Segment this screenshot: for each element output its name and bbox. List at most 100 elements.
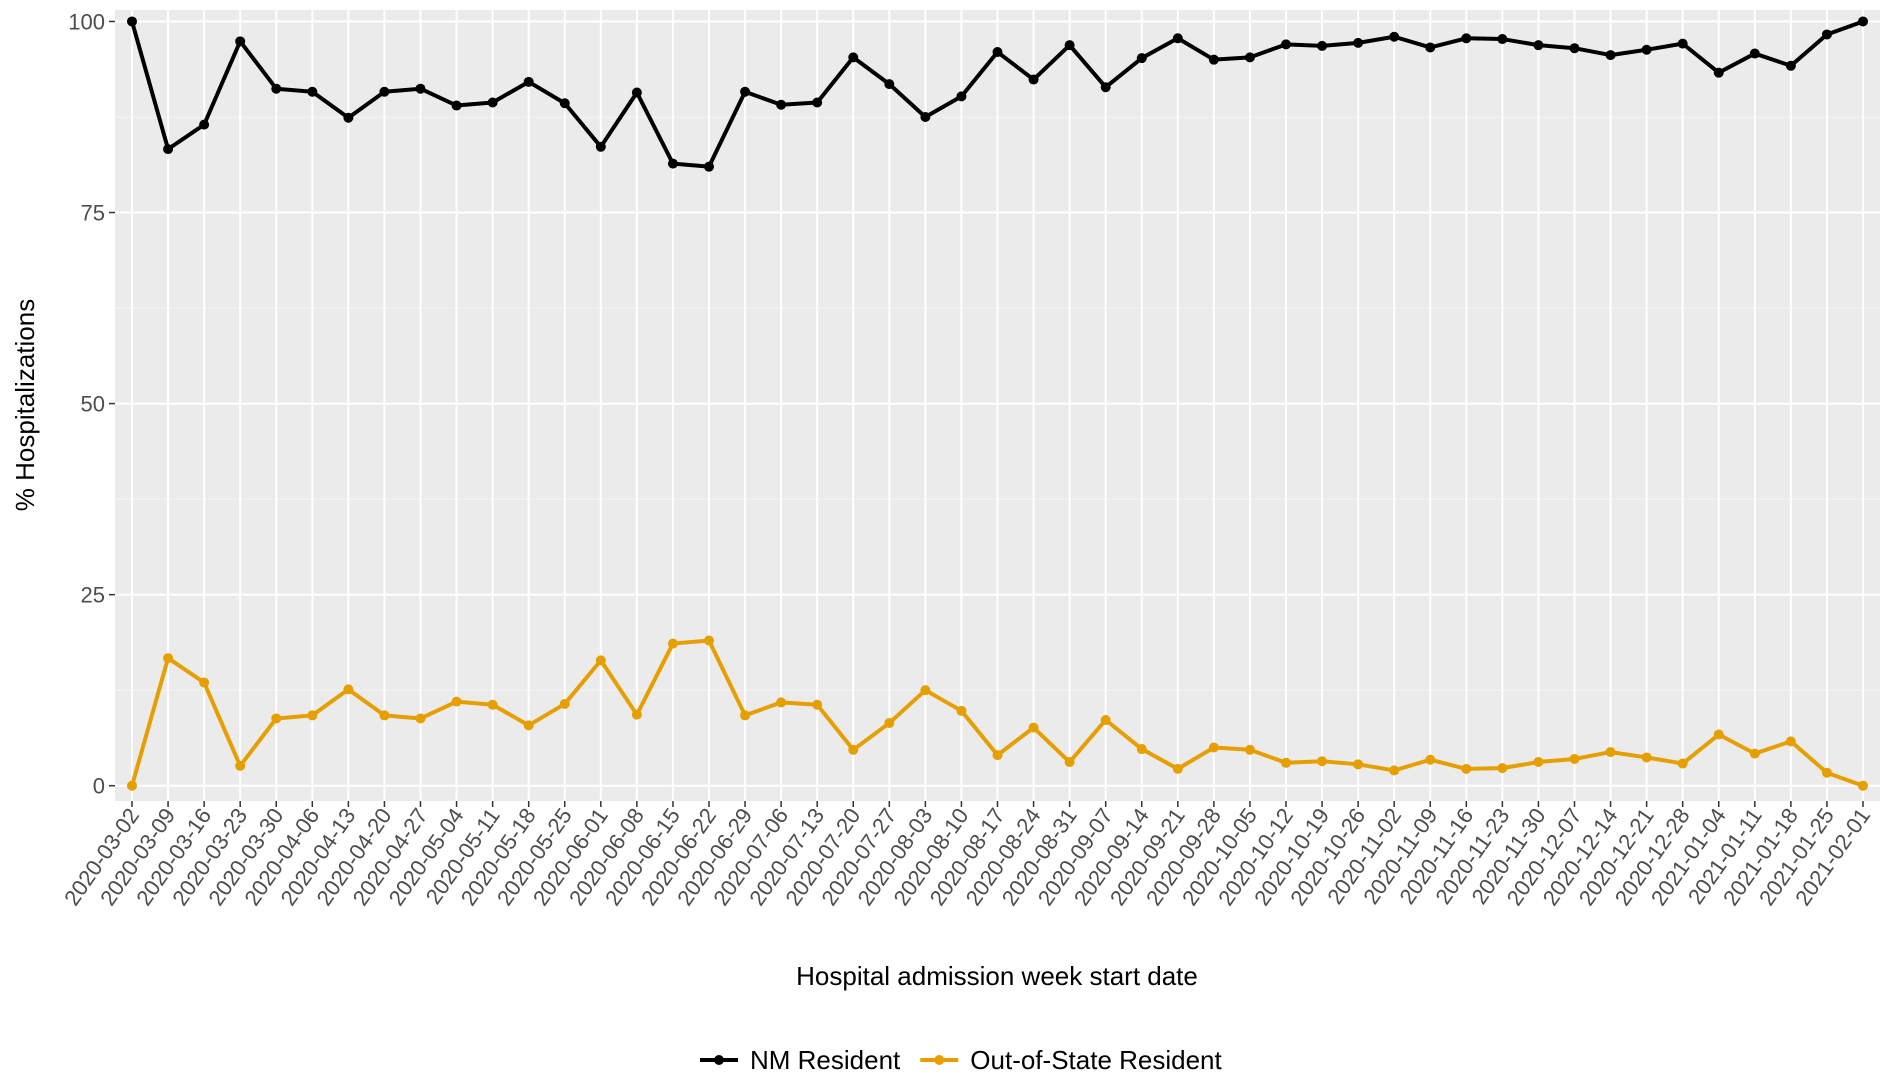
x-axis-title: Hospital admission week start date: [796, 961, 1198, 991]
point: [1533, 757, 1544, 768]
point: [1244, 52, 1255, 63]
point: [1136, 744, 1147, 755]
legend: NM Resident Out-of-State Resident: [700, 1045, 1223, 1072]
point: [1641, 752, 1652, 763]
point: [1858, 780, 1868, 791]
point: [992, 750, 1003, 761]
point: [1208, 742, 1219, 753]
point: [848, 52, 859, 63]
point: [415, 83, 426, 94]
legend-key-point: [934, 1055, 945, 1065]
point: [1858, 16, 1868, 27]
point: [523, 76, 534, 87]
point: [1641, 44, 1652, 55]
point: [812, 97, 823, 108]
point: [1497, 34, 1508, 45]
y-axis-title: % Hospitalizations: [10, 299, 40, 511]
point: [1785, 736, 1796, 747]
point: [776, 99, 787, 110]
point: [1317, 756, 1328, 767]
point: [1281, 39, 1291, 50]
point: [1244, 744, 1255, 755]
point: [1317, 40, 1328, 51]
point: [1461, 763, 1472, 774]
marks: [127, 16, 1868, 791]
point: [559, 98, 570, 109]
point: [704, 161, 714, 172]
point: [1064, 40, 1075, 51]
point: [1677, 38, 1688, 49]
point: [127, 16, 137, 27]
point: [487, 699, 498, 710]
point: [1605, 50, 1616, 61]
point: [487, 97, 498, 108]
point: [667, 158, 678, 169]
point: [1425, 754, 1436, 765]
point: [163, 653, 174, 664]
point: [1461, 33, 1472, 44]
point: [1353, 759, 1364, 770]
point: [1785, 60, 1796, 71]
point: [235, 760, 246, 771]
point: [1100, 714, 1111, 725]
point: [1028, 74, 1039, 85]
point: [595, 141, 606, 152]
point: [1821, 29, 1832, 40]
point: [704, 635, 714, 646]
point: [199, 119, 210, 130]
point: [559, 698, 570, 709]
point: [956, 91, 967, 102]
point: [1353, 37, 1364, 48]
point: [307, 710, 318, 721]
point: [1569, 43, 1580, 54]
point: [415, 713, 426, 724]
point: [343, 684, 354, 695]
point: [1713, 729, 1724, 740]
point: [631, 87, 642, 98]
legend-label: Out-of-State Resident: [970, 1045, 1222, 1072]
point: [884, 718, 895, 729]
point: [1028, 722, 1039, 733]
point: [1605, 747, 1616, 758]
point: [343, 112, 354, 123]
point: [199, 677, 210, 688]
point: [667, 638, 678, 649]
point: [271, 713, 282, 724]
point: [740, 710, 751, 721]
point: [1749, 48, 1760, 59]
y-tick-label: 25: [81, 583, 105, 608]
point: [1533, 40, 1544, 51]
point: [235, 36, 246, 47]
point: [595, 655, 606, 666]
point: [1172, 33, 1183, 44]
point: [1100, 82, 1111, 93]
point: [776, 697, 787, 708]
point: [1064, 757, 1075, 768]
point: [920, 685, 931, 696]
point: [1749, 748, 1760, 759]
point: [307, 86, 318, 97]
legend-label: NM Resident: [750, 1045, 901, 1072]
legend-key-point: [714, 1055, 724, 1065]
point: [740, 86, 751, 97]
y-tick-label: 50: [81, 392, 105, 417]
y-tick-label: 0: [93, 774, 105, 799]
point: [163, 144, 174, 155]
point: [1569, 753, 1580, 764]
grid: [115, 10, 1880, 801]
point: [812, 699, 823, 710]
point: [379, 86, 390, 97]
point: [1389, 765, 1400, 776]
y-tick-label: 100: [68, 9, 105, 34]
point: [1172, 763, 1183, 774]
point: [1208, 54, 1219, 65]
point: [127, 780, 137, 791]
point: [379, 710, 390, 721]
point: [271, 83, 282, 94]
point: [523, 720, 534, 731]
point: [631, 709, 642, 720]
point: [1389, 31, 1400, 42]
point: [1136, 53, 1147, 64]
point: [451, 696, 462, 707]
